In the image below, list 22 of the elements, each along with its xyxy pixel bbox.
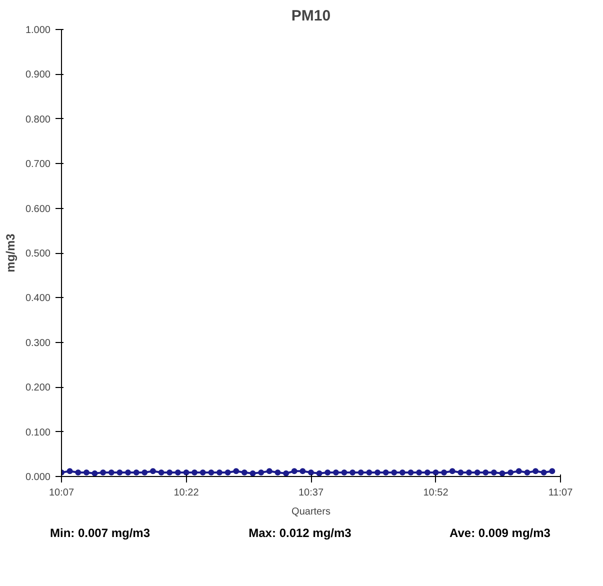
y-tick-label: 0.400 (25, 293, 51, 304)
text: Max: 0.012 mg/m3 (248, 525, 352, 542)
y-axis-title: mg/m3 (3, 233, 18, 272)
text: Min: 0.007 mg/m3 (50, 525, 150, 542)
y-tick-label: 0.500 (25, 248, 51, 260)
y-tick-label: 0.200 (25, 382, 51, 394)
x-tick-label: 10:52 (423, 488, 449, 498)
y-tick-label: 0.800 (25, 114, 51, 126)
y-tick-label: 0.100 (25, 427, 51, 438)
y-tick-label: 0.700 (25, 159, 51, 170)
x-tick-label: 10:37 (298, 488, 324, 498)
text: Ave: 0.009 mg/m3 (450, 525, 550, 542)
chart-title: PM10 (291, 8, 331, 24)
y-tick-label: 0.300 (25, 338, 51, 349)
x-tick-label: 11:07 (548, 488, 574, 498)
x-tick-label: 10:22 (174, 488, 200, 498)
y-tick-label: 0.000 (25, 472, 51, 483)
y-tick-label: 0.900 (25, 70, 51, 81)
y-tick-label: 1.000 (25, 25, 51, 36)
y-tick-label: 0.600 (25, 204, 51, 215)
x-tick-label: 10:07 (48, 488, 74, 498)
x-axis-title: Quarters (292, 506, 330, 518)
